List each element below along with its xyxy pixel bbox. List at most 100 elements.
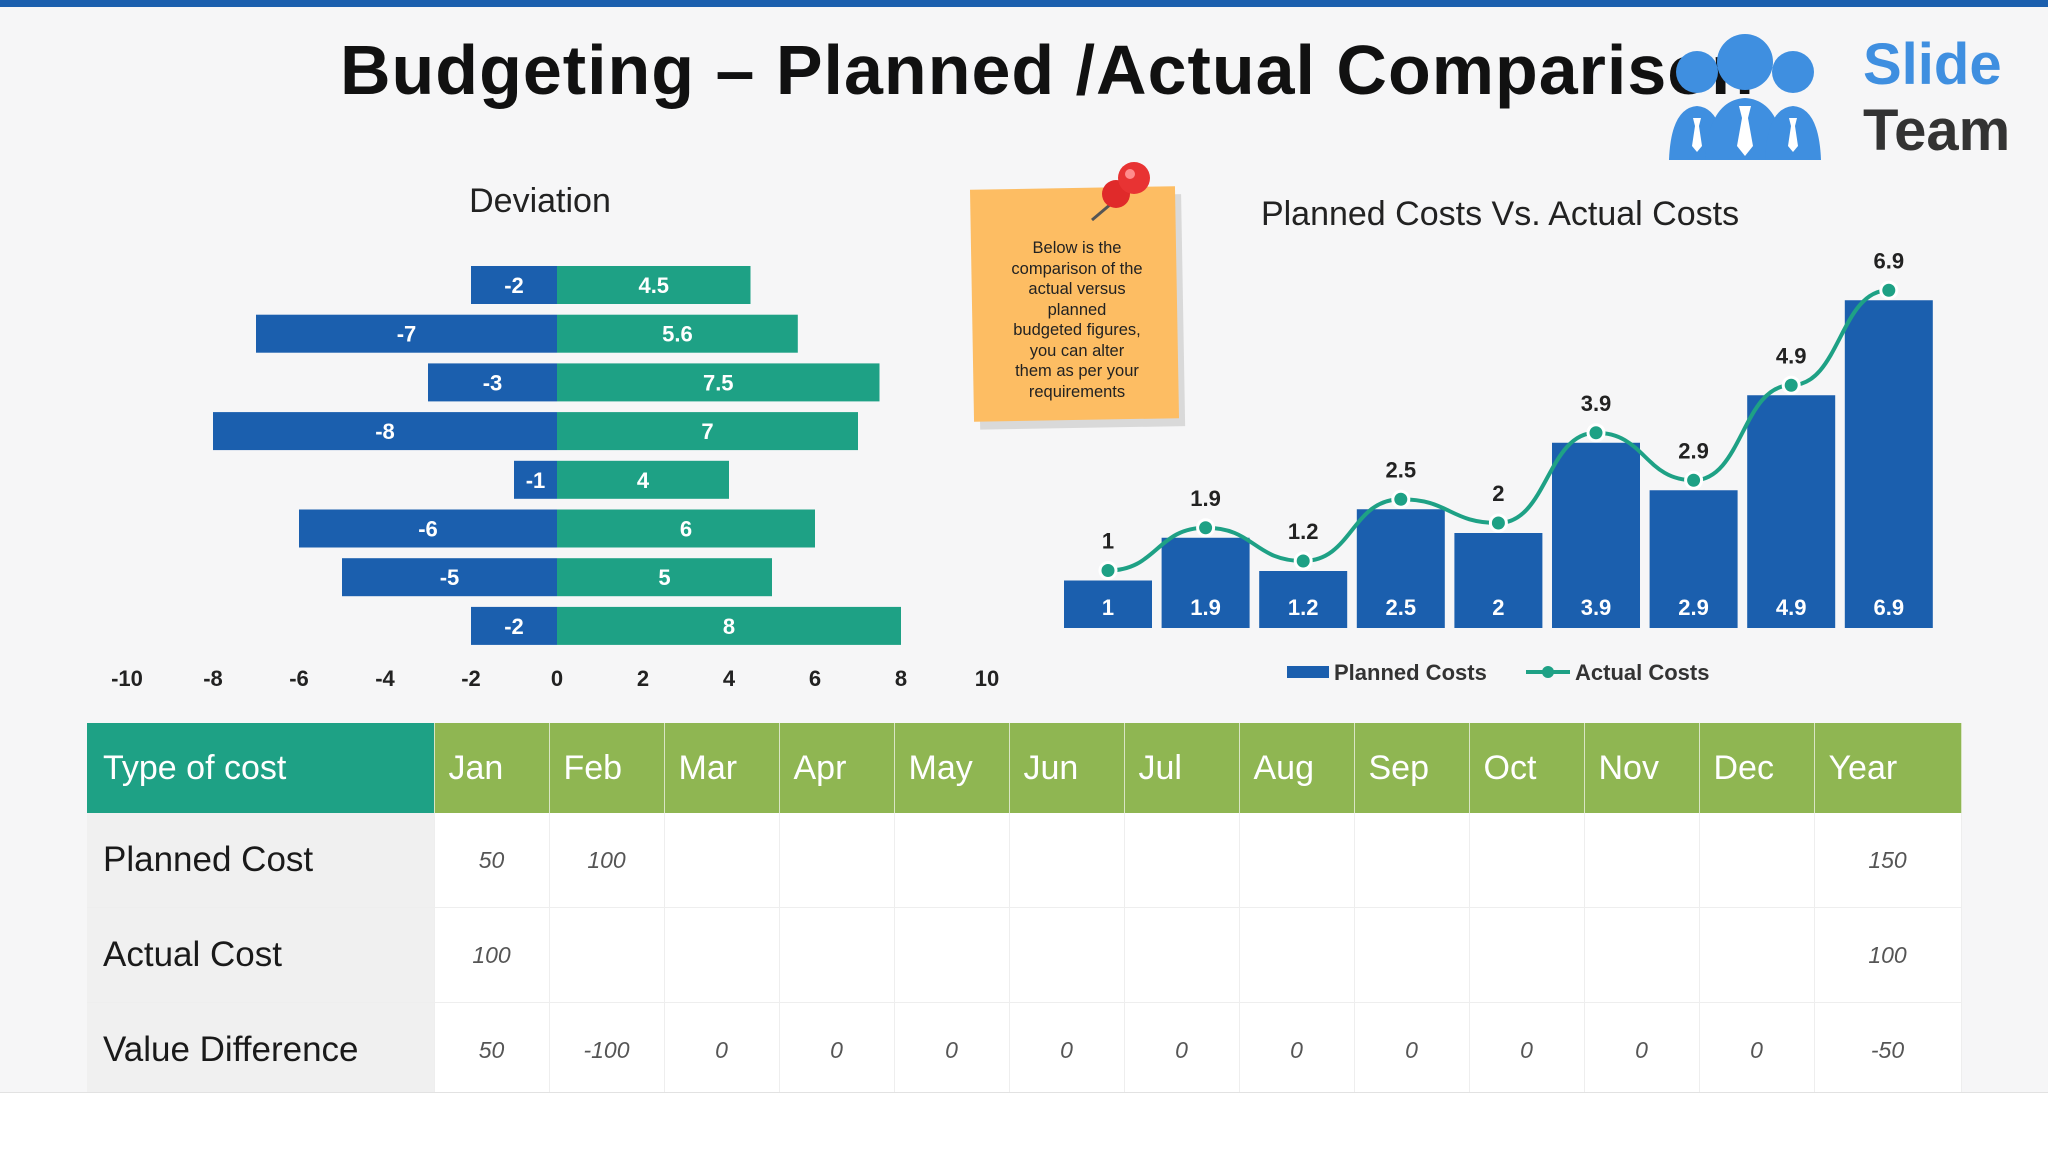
table-cell[interactable]: 50 (434, 813, 550, 908)
actual-cost-label: 6.9 (1874, 248, 1905, 273)
deviation-bar-negative (514, 460, 557, 499)
actual-cost-point (1391, 489, 1411, 509)
table-cell[interactable]: 0 (894, 1002, 1010, 1092)
actual-cost-point (1586, 423, 1606, 443)
table-cell[interactable]: 100 (434, 907, 550, 1003)
planned-cost-bar (1454, 533, 1543, 628)
table-cell[interactable] (779, 907, 895, 1003)
planned-cost-bar (1356, 509, 1445, 628)
deviation-label-negative: -2 (504, 273, 524, 298)
table-cell[interactable] (664, 907, 780, 1003)
deviation-x-tick: -8 (203, 666, 223, 691)
legend-actual-label: Actual Costs (1575, 660, 1709, 685)
header-year: Year (1814, 723, 1962, 813)
planned-cost-label: 1.9 (1190, 595, 1221, 620)
deviation-bar-negative (213, 412, 557, 451)
table-cell[interactable] (664, 813, 780, 908)
legend-actual-marker (1542, 666, 1554, 678)
table-cell[interactable]: 100 (1814, 907, 1962, 1003)
table-cell[interactable] (779, 813, 895, 908)
table-cell[interactable]: 0 (1124, 1002, 1240, 1092)
table-cell[interactable] (1009, 907, 1125, 1003)
planned-cost-label: 3.9 (1581, 595, 1612, 620)
table-cell[interactable] (894, 907, 1010, 1003)
deviation-bar-positive (557, 314, 798, 353)
note-line: budgeted figures, (1013, 321, 1141, 339)
table-cell[interactable]: 100 (549, 813, 665, 908)
table-cell[interactable]: 0 (779, 1002, 895, 1092)
table-cell[interactable]: 0 (1239, 1002, 1355, 1092)
table-cell[interactable] (894, 813, 1010, 908)
table-row: Value Difference 50 -100 0 0 0 0 0 0 0 0 0 0 -50 (87, 1002, 1962, 1092)
deviation-x-tick: 6 (809, 666, 821, 691)
note-line: comparison of the (1011, 259, 1143, 278)
table-cell[interactable] (1469, 907, 1585, 1003)
table-cell[interactable] (1124, 813, 1240, 908)
legend-planned-swatch (1287, 666, 1329, 678)
deviation-x-tick: -10 (111, 666, 143, 691)
header-type-of-cost: Type of cost (87, 723, 435, 813)
note-line: requirements (1028, 382, 1126, 401)
table-cell[interactable] (1699, 813, 1815, 908)
table-cell[interactable] (1009, 813, 1125, 908)
table-cell[interactable] (1584, 813, 1700, 908)
deviation-chart-title: Deviation (469, 182, 611, 220)
note-line: you can alter (1029, 341, 1125, 360)
table-cell[interactable] (549, 907, 665, 1003)
header-may: May (894, 723, 1010, 813)
table-cell[interactable] (1469, 813, 1585, 908)
slide: Budgeting – Planned /Actual Comparison S… (0, 0, 2048, 1093)
table-cell[interactable] (1239, 907, 1355, 1003)
table-cell[interactable] (1239, 813, 1355, 908)
planned-cost-bar (1161, 537, 1250, 628)
planned-cost-label: 2.5 (1386, 595, 1417, 620)
table-cell[interactable] (1354, 907, 1470, 1003)
table-cell[interactable]: 50 (434, 1002, 550, 1092)
row-label: Value Difference (87, 1002, 435, 1092)
table-cell[interactable]: 0 (1354, 1002, 1470, 1092)
table-cell[interactable]: -50 (1814, 1002, 1962, 1092)
deviation-label-negative: -1 (526, 468, 546, 493)
deviation-x-tick: -4 (375, 666, 395, 691)
table-cell[interactable] (1124, 907, 1240, 1003)
table-cell[interactable]: 0 (1009, 1002, 1125, 1092)
actual-cost-point (1684, 470, 1704, 490)
table-cell[interactable] (1699, 907, 1815, 1003)
actual-cost-label: 3.9 (1581, 391, 1612, 416)
deviation-bar-negative (471, 266, 557, 304)
planned-cost-label: 2 (1492, 595, 1504, 620)
deviation-label-negative: -7 (397, 322, 417, 347)
logo-text-slide: Slide (1863, 32, 2002, 97)
deviation-x-tick: -6 (289, 666, 309, 691)
table-cell[interactable]: 0 (1699, 1002, 1815, 1092)
planned-cost-bar (1552, 442, 1640, 628)
deviation-chart: -2 4.5 -7 5.6 -3 7.5 -8 7 -1 4 -6 6 -5 5 -2 8 -10 -8 -6 -4 -… (111, 266, 999, 691)
note-line: them as per your (1015, 362, 1139, 380)
actual-cost-label: 2.9 (1678, 438, 1709, 463)
deviation-x-tick: 2 (637, 666, 649, 691)
table-row: Planned Cost 50 100 150 (87, 813, 1962, 908)
planned-cost-bar (1844, 300, 1933, 628)
logo-text-team: Team (1863, 98, 2010, 163)
planned-cost-label: 1 (1102, 595, 1114, 620)
deviation-label-positive: 7 (701, 419, 713, 444)
table-cell[interactable]: -100 (549, 1002, 665, 1092)
planned-cost-label: 1.2 (1288, 595, 1319, 620)
header-mar: Mar (664, 723, 780, 813)
table-cell[interactable]: 0 (1584, 1002, 1700, 1092)
table-cell[interactable]: 150 (1814, 813, 1962, 908)
table-cell[interactable]: 0 (1469, 1002, 1585, 1092)
deviation-x-tick: 8 (895, 666, 907, 691)
table-cell[interactable] (1584, 907, 1700, 1003)
table-cell[interactable] (1354, 813, 1470, 908)
deviation-bar-positive (557, 509, 815, 548)
deviation-bar-positive (557, 266, 751, 304)
slide-title: Budgeting – Planned /Actual Comparison (340, 31, 1755, 109)
table-cell[interactable]: 0 (664, 1002, 780, 1092)
header-jan: Jan (434, 723, 550, 813)
row-label: Actual Cost (87, 907, 435, 1003)
deviation-label-positive: 4 (637, 468, 650, 493)
deviation-label-negative: -2 (504, 614, 524, 639)
note-line: planned (1047, 300, 1107, 319)
header-sep: Sep (1354, 723, 1470, 813)
